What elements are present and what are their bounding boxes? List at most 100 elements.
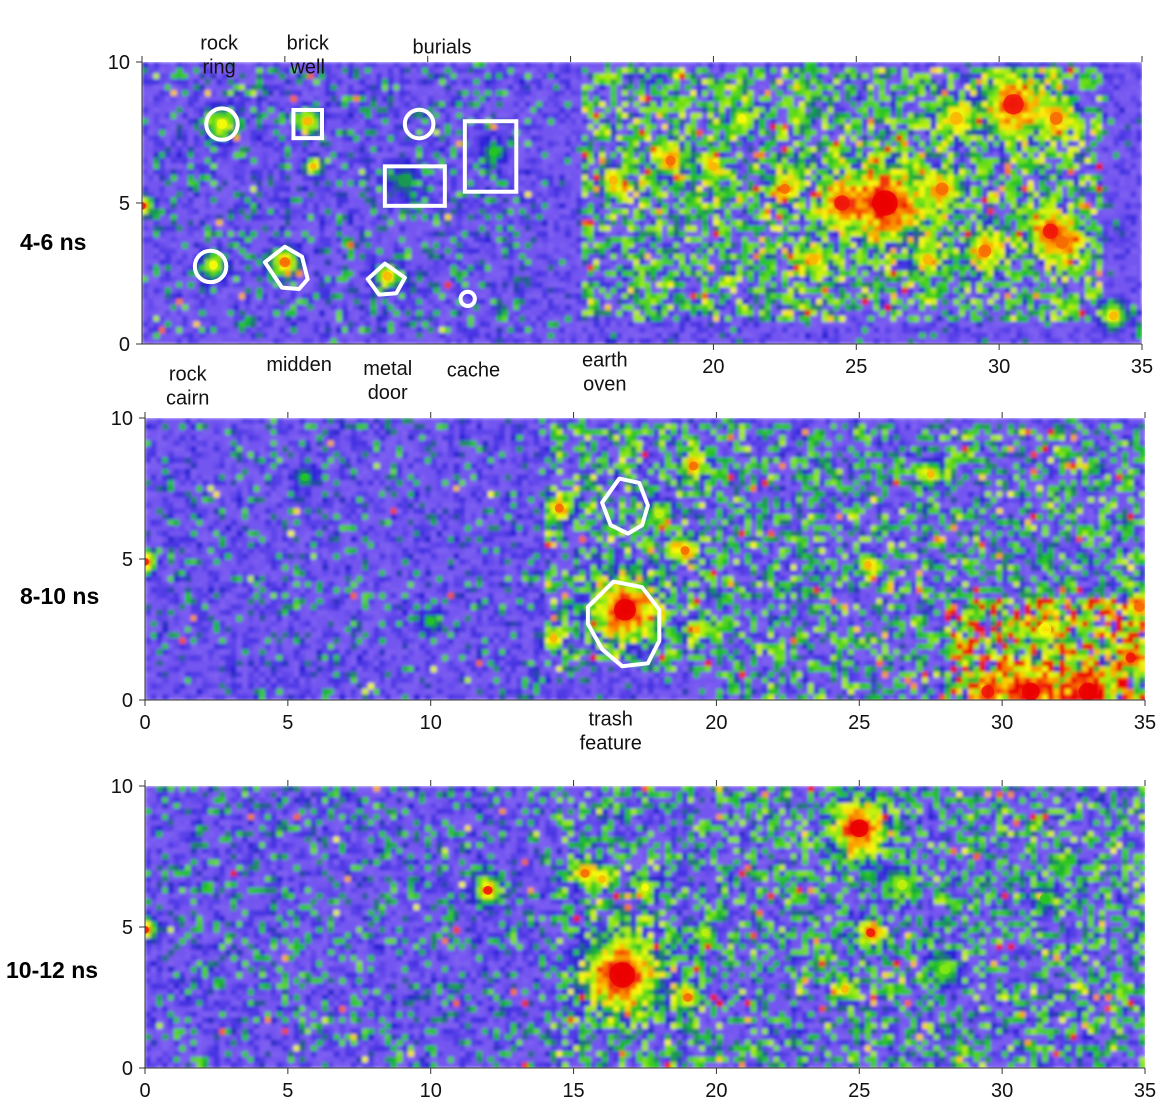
feature-annotation: earth: [582, 350, 628, 372]
anomaly-spot: [683, 993, 693, 1002]
feature-annotation: burials: [413, 37, 472, 59]
anomaly-spot: [580, 868, 590, 878]
anomaly-spot: [897, 879, 908, 890]
anomaly-spot: [864, 560, 872, 569]
y-tick-label: 0: [122, 1058, 133, 1080]
anomaly-spot: [872, 190, 898, 216]
anomaly-spot: [609, 962, 636, 988]
x-tick-label: 10: [420, 1080, 442, 1102]
feature-annotation: rock: [169, 364, 208, 386]
x-tick-label: 20: [705, 712, 727, 734]
y-tick-label: 0: [119, 334, 130, 356]
anomaly-spot: [554, 503, 564, 513]
feature-annotation: oven: [583, 374, 626, 396]
anomaly-spot: [208, 260, 218, 270]
gpr-panel-3: 10 5 00 5 10 15 20 25 30 35 10-12 ns: [6, 776, 1156, 1102]
anomaly-spot: [145, 558, 149, 566]
anomaly-spot: [549, 634, 558, 642]
anomaly-spot: [978, 244, 992, 258]
feature-outline-polygon: [365, 261, 407, 297]
x-tick-label: 35: [1131, 356, 1153, 378]
anomaly-spot: [1038, 623, 1052, 636]
depth-label: 8-10 ns: [20, 583, 99, 609]
anomaly-spot: [922, 254, 933, 265]
x-tick-label: 20: [702, 356, 724, 378]
anomaly-spot: [926, 470, 935, 479]
y-tick-label: 5: [119, 193, 130, 215]
feature-outline-circle: [458, 289, 477, 309]
x-tick-label: 5: [282, 712, 293, 734]
anomaly-spot: [981, 685, 995, 698]
x-tick-label: 20: [705, 1080, 727, 1102]
feature-outline-rect: [382, 164, 447, 208]
anomaly-spot: [383, 271, 393, 281]
x-tick-label: 35: [1134, 712, 1156, 734]
anomaly-spot: [301, 473, 309, 482]
feature-annotation: trash: [588, 708, 632, 730]
x-tick-label: 10: [420, 712, 442, 734]
anomaly-spot: [1134, 601, 1145, 613]
anomaly-spot: [779, 183, 790, 194]
feature-outline-polygon: [585, 579, 662, 669]
anomaly-spot: [1049, 112, 1063, 125]
x-tick-label: 0: [139, 712, 150, 734]
depth-label: 10-12 ns: [6, 957, 98, 983]
anomaly-spot: [310, 163, 317, 170]
x-tick-label: 35: [1134, 1080, 1156, 1102]
anomaly-spot: [701, 928, 709, 937]
feature-annotation: cairn: [166, 388, 209, 410]
depth-label: 4-6 ns: [20, 229, 86, 255]
y-tick-label: 10: [111, 776, 133, 798]
anomaly-spot: [1108, 311, 1118, 321]
anomaly-spot: [866, 928, 876, 938]
feature-outline-circle: [402, 107, 436, 141]
feature-annotation: well: [289, 56, 324, 78]
x-tick-label: 30: [988, 356, 1010, 378]
anomaly-spot: [1055, 236, 1069, 249]
y-tick-label: 0: [122, 690, 133, 712]
anomaly-spot: [708, 161, 718, 171]
feature-outline-circle: [192, 248, 229, 285]
x-tick-label: 30: [991, 712, 1013, 734]
x-tick-label: 25: [845, 356, 867, 378]
feature-outline-rect: [462, 119, 519, 194]
anomaly-spot: [303, 116, 313, 126]
feature-outline-polygon: [262, 244, 310, 291]
anomaly-spot: [665, 155, 676, 166]
feature-outline-rect: [291, 107, 324, 141]
y-tick-label: 5: [122, 917, 133, 939]
anomaly-spot: [1021, 682, 1040, 700]
anomaly-spot: [614, 598, 636, 621]
x-tick-label: 25: [848, 712, 870, 734]
anomaly-spot: [488, 147, 498, 157]
anomaly-spot: [598, 875, 607, 883]
y-tick-label: 10: [111, 408, 133, 430]
anomaly-spot: [737, 113, 747, 123]
anomaly-spot: [850, 819, 869, 838]
feature-annotation: rock: [200, 32, 239, 54]
anomaly-spot: [834, 195, 850, 211]
anomaly-spot: [1039, 893, 1051, 904]
feature-annotation: midden: [266, 354, 332, 376]
anomaly-spot: [279, 257, 290, 268]
x-tick-label: 25: [848, 1080, 870, 1102]
anomaly-spot: [808, 254, 819, 265]
anomaly-spot: [1125, 652, 1136, 663]
anomaly-spot: [692, 625, 701, 634]
anomaly-spot: [142, 202, 146, 210]
heatmap-field: [145, 418, 1145, 700]
feature-annotation: ring: [202, 56, 235, 78]
feature-annotation: cache: [447, 359, 500, 381]
anomaly-spot: [641, 883, 649, 892]
x-tick-label: 0: [139, 1080, 150, 1102]
anomaly-spot: [841, 985, 849, 993]
anomaly-spot: [398, 174, 412, 187]
feature-annotation: brick: [287, 32, 330, 54]
anomaly-spot: [689, 461, 699, 471]
anomaly-spot: [608, 175, 618, 185]
feature-outline-circle: [204, 106, 240, 142]
anomaly-spot: [949, 112, 963, 125]
anomaly-spot: [1042, 223, 1059, 239]
